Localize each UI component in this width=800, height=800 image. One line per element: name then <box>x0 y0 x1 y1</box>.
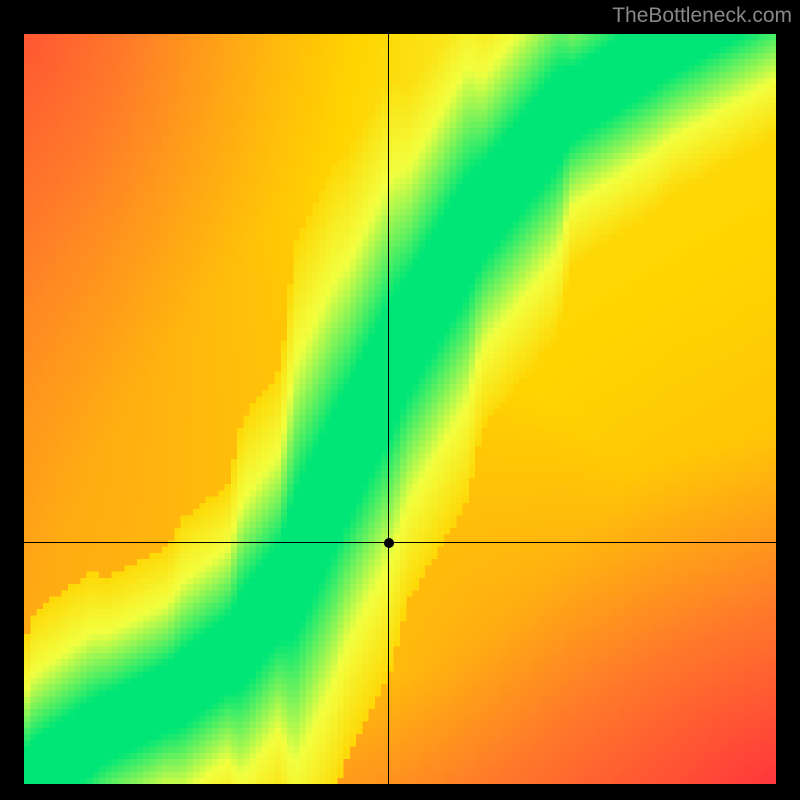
crosshair-vertical <box>388 34 389 784</box>
heatmap-canvas <box>24 34 776 784</box>
watermark: TheBottleneck.com <box>612 4 792 28</box>
heatmap-plot <box>24 34 776 784</box>
crosshair-horizontal <box>24 542 776 543</box>
data-point-marker <box>384 538 394 548</box>
